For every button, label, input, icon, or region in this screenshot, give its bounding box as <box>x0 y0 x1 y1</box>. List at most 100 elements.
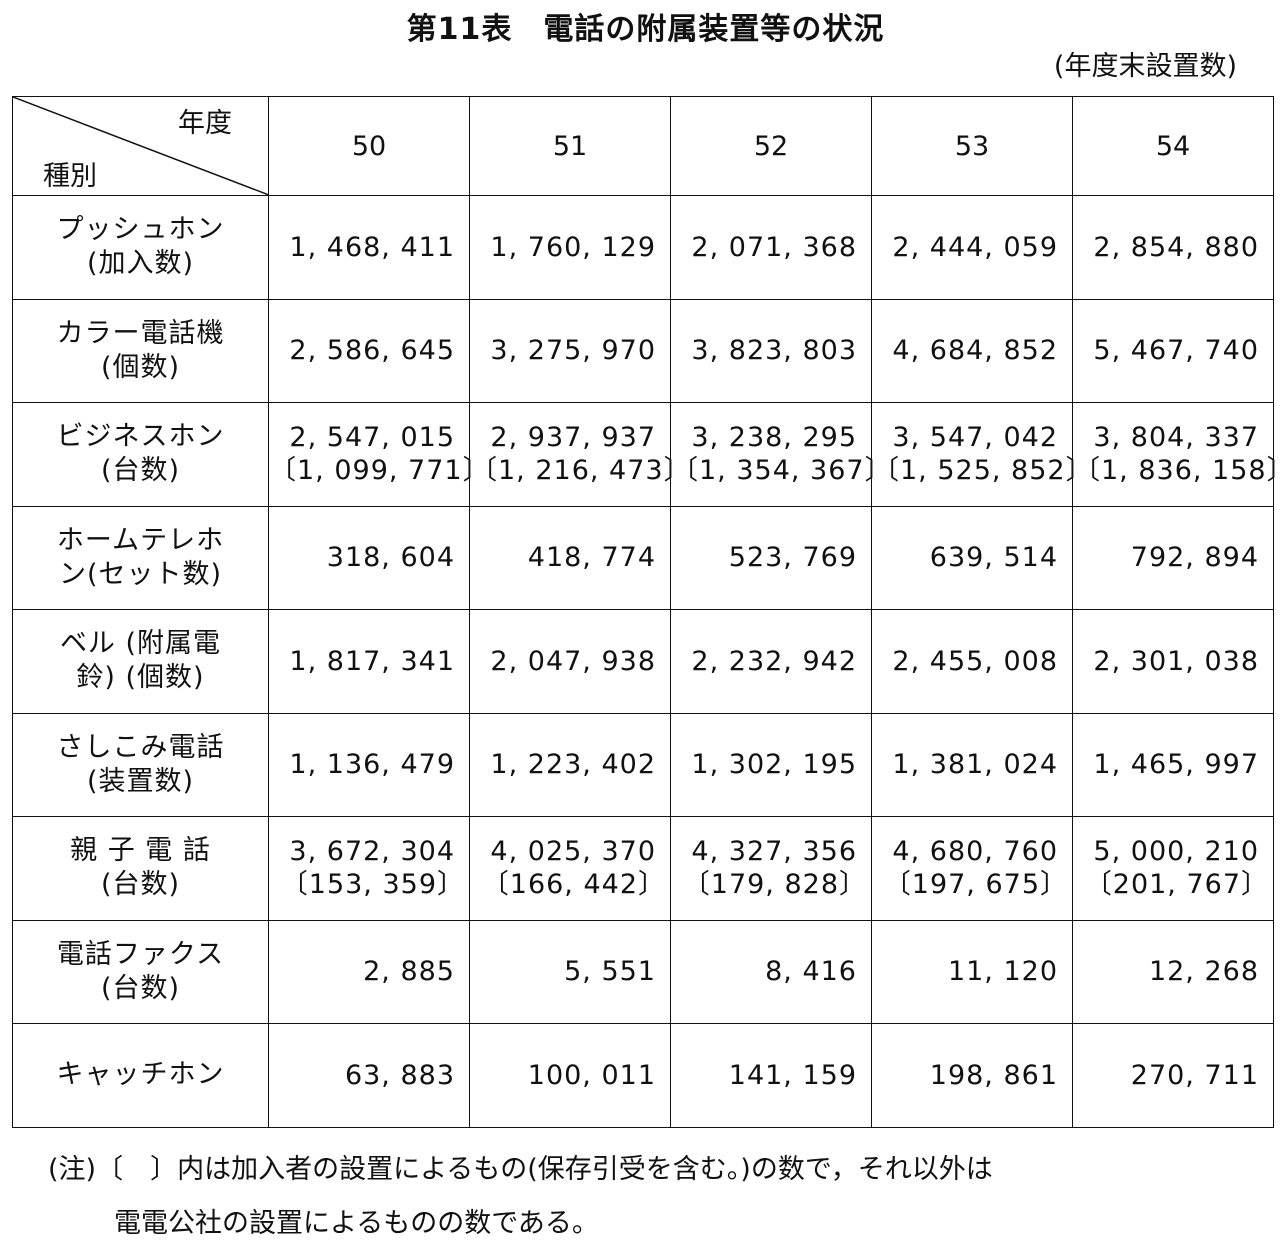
cell-value: 8, 416 <box>765 956 857 988</box>
value-cell: 2, 301, 038 <box>1072 609 1274 714</box>
value-cell: 418, 774 <box>469 505 671 610</box>
row-label: ベル (附属電 鈴) (個数) <box>12 609 269 714</box>
cell-subscriber-value: 〔1, 836, 158〕 <box>1073 455 1281 487</box>
cell-value: 5, 000, 210 <box>1093 836 1259 868</box>
cell-value: 2, 547, 015 <box>289 422 455 454</box>
value-cell: 2, 232, 942 <box>670 609 872 714</box>
value-cell: 198, 861 <box>871 1023 1073 1128</box>
row-label: ホームテレホ ン(セット数) <box>12 505 269 610</box>
diagonal-line <box>13 97 269 195</box>
cell-subscriber-value: 〔166, 442〕 <box>481 869 666 901</box>
value-cell: 5, 467, 740 <box>1072 298 1274 403</box>
value-cell: 11, 120 <box>871 919 1073 1024</box>
value-cell: 1, 302, 195 <box>670 712 872 817</box>
value-cell: 4, 680, 760 〔197, 675〕 <box>871 816 1073 921</box>
footnote: (注)〔 〕内は加入者の設置によるもの(保存引受を含む。)の数で，それ以外は 電… <box>48 1143 1248 1251</box>
value-cell: 3, 547, 042 〔1, 525, 852〕 <box>871 402 1093 507</box>
cell-value: 141, 159 <box>728 1059 857 1091</box>
row-label: プッシュホン (加入数) <box>12 195 269 300</box>
value-cell: 141, 159 <box>670 1023 872 1128</box>
cell-value: 3, 547, 042 <box>892 422 1058 454</box>
cell-value: 2, 885 <box>363 956 455 988</box>
cell-value: 2, 301, 038 <box>1093 645 1259 677</box>
kind-header-label: 種別 <box>43 161 97 192</box>
table-row: 親 子 電 話 (台数) 3, 672, 304 〔153, 359〕 4, 025,… <box>12 816 1274 921</box>
cell-value: 1, 302, 195 <box>691 749 857 781</box>
footnote-line-1: (注)〔 〕内は加入者の設置によるもの(保存引受を含む。)の数で，それ以外は <box>48 1154 993 1185</box>
cell-value: 2, 854, 880 <box>1093 231 1259 263</box>
value-cell: 2, 444, 059 <box>871 195 1073 300</box>
cell-value: 11, 120 <box>947 956 1058 988</box>
cell-value: 2, 455, 008 <box>892 645 1058 677</box>
cell-value: 12, 268 <box>1148 956 1259 988</box>
value-cell: 5, 000, 210 〔201, 767〕 <box>1072 816 1274 921</box>
value-cell: 639, 514 <box>871 505 1073 610</box>
cell-value: 1, 223, 402 <box>490 749 656 781</box>
table-row: ベル (附属電 鈴) (個数) 1, 817, 341 2, 047, 938 2, … <box>12 609 1274 714</box>
header-row: 年度 種別 50 51 52 53 54 <box>12 96 1274 196</box>
year-header: 54 <box>1072 96 1274 196</box>
cell-value: 5, 551 <box>564 956 656 988</box>
year-header: 53 <box>871 96 1073 196</box>
cell-subscriber-value: 〔1, 216, 473〕 <box>470 455 692 487</box>
value-cell: 4, 327, 356 〔179, 828〕 <box>670 816 872 921</box>
value-cell: 2, 455, 008 <box>871 609 1073 714</box>
cell-value: 5, 467, 740 <box>1093 335 1259 367</box>
value-cell: 792, 894 <box>1072 505 1274 610</box>
value-cell: 5, 551 <box>469 919 671 1024</box>
cell-value: 2, 586, 645 <box>289 335 455 367</box>
cell-value: 523, 769 <box>728 542 857 574</box>
year-header: 50 <box>268 96 470 196</box>
cell-value: 3, 672, 304 <box>289 836 455 868</box>
cell-value: 1, 760, 129 <box>490 231 656 263</box>
table-title: 第11表 電話の附属装置等の状況 <box>406 12 885 47</box>
cell-value: 4, 025, 370 <box>490 836 656 868</box>
value-cell: 63, 883 <box>268 1023 470 1128</box>
row-label: 親 子 電 話 (台数) <box>12 816 269 921</box>
value-cell: 270, 711 <box>1072 1023 1274 1128</box>
value-cell: 2, 586, 645 <box>268 298 470 403</box>
footnote-line-2: 電電公社の設置によるものの数である。 <box>114 1208 599 1239</box>
cell-value: 1, 468, 411 <box>289 231 455 263</box>
value-cell: 3, 823, 803 <box>670 298 872 403</box>
table-row: 電話ファクス (台数) 2, 885 5, 551 8, 416 11, 120 12, … <box>12 919 1274 1024</box>
year-header: 52 <box>670 96 872 196</box>
cell-value: 2, 444, 059 <box>892 231 1058 263</box>
value-cell: 318, 604 <box>268 505 470 610</box>
cell-subscriber-value: 〔179, 828〕 <box>682 869 867 901</box>
cell-value: 3, 823, 803 <box>691 335 857 367</box>
value-cell: 3, 275, 970 <box>469 298 671 403</box>
cell-subscriber-value: 〔153, 359〕 <box>280 869 465 901</box>
table-row: ビジネスホン (台数) 2, 547, 015 〔1, 099, 771〕 2, 93… <box>12 402 1281 507</box>
table-row: ホームテレホ ン(セット数) 318, 604 418, 774 523, 769 63… <box>12 505 1274 610</box>
value-cell: 1, 817, 341 <box>268 609 470 714</box>
cell-value: 3, 238, 295 <box>691 422 857 454</box>
cell-subscriber-value: 〔1, 099, 771〕 <box>269 455 491 487</box>
value-cell: 8, 416 <box>670 919 872 1024</box>
table-row: キャッチホン 63, 883 100, 011 141, 159 198, 861 270… <box>12 1023 1274 1128</box>
cell-value: 4, 327, 356 <box>691 836 857 868</box>
cell-value: 639, 514 <box>929 542 1058 574</box>
cell-value: 792, 894 <box>1130 542 1259 574</box>
value-cell: 523, 769 <box>670 505 872 610</box>
value-cell: 2, 854, 880 <box>1072 195 1274 300</box>
cell-value: 4, 680, 760 <box>892 836 1058 868</box>
value-cell: 1, 468, 411 <box>268 195 470 300</box>
cell-value: 1, 136, 479 <box>289 749 455 781</box>
value-cell: 3, 238, 295 〔1, 354, 367〕 <box>670 402 892 507</box>
cell-subscriber-value: 〔197, 675〕 <box>883 869 1068 901</box>
cell-value: 318, 604 <box>326 542 455 574</box>
cell-value: 1, 381, 024 <box>892 749 1058 781</box>
cell-value: 2, 937, 937 <box>490 422 656 454</box>
data-table: 年度 種別 50 51 52 53 54 プッシュホン (加入数) 1, 468,… <box>12 96 1281 1128</box>
value-cell: 4, 684, 852 <box>871 298 1073 403</box>
row-label: カラー電話機 (個数) <box>12 298 269 403</box>
cell-value: 2, 071, 368 <box>691 231 857 263</box>
value-cell: 12, 268 <box>1072 919 1274 1024</box>
value-cell: 1, 465, 997 <box>1072 712 1274 817</box>
row-label: 電話ファクス (台数) <box>12 919 269 1024</box>
value-cell: 3, 804, 337 〔1, 836, 158〕 <box>1072 402 1281 507</box>
value-cell: 2, 937, 937 〔1, 216, 473〕 <box>469 402 692 507</box>
value-cell: 1, 760, 129 <box>469 195 671 300</box>
value-cell: 2, 071, 368 <box>670 195 872 300</box>
